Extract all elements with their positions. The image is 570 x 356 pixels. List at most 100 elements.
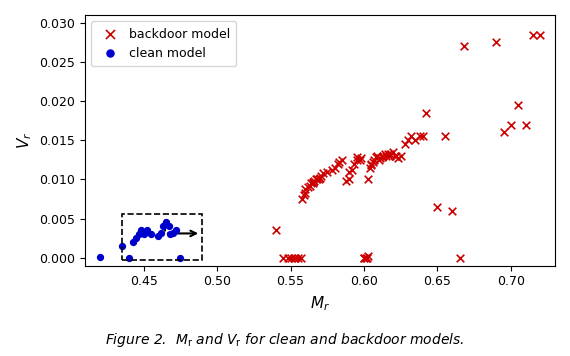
backdoor model [279, 255, 288, 261]
clean model [136, 227, 145, 233]
backdoor model [365, 165, 374, 171]
backdoor model [536, 32, 545, 37]
clean model [135, 231, 144, 237]
backdoor model [355, 157, 364, 163]
backdoor model [492, 40, 501, 45]
backdoor model [506, 122, 515, 127]
Legend: backdoor model, clean model: backdoor model, clean model [91, 21, 236, 66]
backdoor model [319, 170, 328, 176]
backdoor model [528, 32, 538, 37]
clean model [95, 254, 104, 260]
backdoor model [291, 255, 300, 261]
backdoor model [352, 157, 361, 163]
backdoor model [305, 183, 314, 189]
backdoor model [286, 255, 295, 261]
backdoor model [308, 180, 317, 186]
backdoor model [370, 157, 379, 163]
backdoor model [364, 253, 373, 259]
backdoor model [416, 134, 425, 139]
clean model [164, 224, 173, 229]
backdoor model [312, 177, 321, 182]
backdoor model [371, 155, 380, 160]
backdoor model [323, 169, 332, 174]
backdoor model [301, 186, 310, 192]
backdoor model [283, 255, 292, 261]
clean model [157, 230, 166, 236]
backdoor model [345, 177, 354, 182]
backdoor model [411, 137, 420, 143]
clean model [146, 231, 156, 237]
backdoor model [433, 204, 442, 210]
backdoor model [499, 130, 508, 135]
backdoor model [378, 153, 388, 159]
X-axis label: $M_r$: $M_r$ [310, 294, 330, 313]
backdoor model [396, 153, 405, 159]
backdoor model [373, 153, 382, 159]
backdoor model [317, 173, 326, 178]
backdoor model [381, 153, 390, 159]
backdoor model [357, 156, 366, 161]
clean model [169, 230, 178, 236]
clean model [129, 239, 138, 245]
backdoor model [374, 157, 383, 163]
backdoor model [384, 153, 393, 159]
backdoor model [360, 255, 369, 261]
backdoor model [392, 153, 401, 159]
backdoor model [299, 192, 308, 198]
backdoor model [298, 196, 307, 202]
backdoor model [514, 102, 523, 108]
clean model [172, 227, 181, 233]
clean model [176, 255, 185, 261]
clean model [124, 255, 133, 261]
clean model [117, 243, 127, 249]
clean model [139, 231, 148, 237]
backdoor model [377, 155, 386, 160]
backdoor model [308, 179, 317, 185]
backdoor model [361, 255, 370, 261]
backdoor model [389, 149, 398, 155]
backdoor model [271, 227, 280, 233]
backdoor model [337, 157, 347, 163]
backdoor model [367, 162, 376, 168]
backdoor model [421, 110, 430, 116]
backdoor model [296, 255, 306, 261]
backdoor model [294, 255, 303, 261]
Text: Figure 2.  $M_\mathrm{r}$ and $V_\mathrm{r}$ for clean and backdoor models.: Figure 2. $M_\mathrm{r}$ and $V_\mathrm{… [105, 331, 465, 349]
backdoor model [330, 165, 339, 171]
backdoor model [380, 152, 389, 157]
backdoor model [315, 175, 324, 181]
backdoor model [289, 255, 298, 261]
backdoor model [367, 161, 376, 167]
backdoor model [406, 134, 416, 139]
backdoor model [390, 153, 400, 159]
backdoor model [521, 122, 530, 127]
Y-axis label: $V_r$: $V_r$ [15, 132, 34, 149]
backdoor model [368, 159, 377, 165]
backdoor model [418, 134, 428, 139]
backdoor model [352, 155, 361, 160]
backdoor model [360, 255, 369, 261]
backdoor model [376, 156, 385, 161]
backdoor model [314, 177, 323, 182]
backdoor model [401, 141, 410, 147]
backdoor model [383, 152, 392, 157]
backdoor model [301, 190, 310, 195]
backdoor model [455, 255, 464, 261]
backdoor model [393, 156, 402, 161]
clean model [154, 233, 163, 239]
backdoor model [311, 177, 320, 182]
backdoor model [459, 43, 469, 49]
backdoor model [310, 178, 319, 184]
backdoor model [363, 255, 372, 261]
clean model [142, 227, 151, 233]
clean model [132, 235, 141, 241]
backdoor model [345, 169, 354, 174]
backdoor model [335, 159, 344, 165]
backdoor model [333, 161, 342, 167]
backdoor model [364, 177, 373, 182]
backdoor model [386, 151, 395, 156]
backdoor model [327, 167, 336, 173]
backdoor model [342, 178, 351, 184]
backdoor model [304, 184, 313, 190]
backdoor model [404, 137, 413, 143]
